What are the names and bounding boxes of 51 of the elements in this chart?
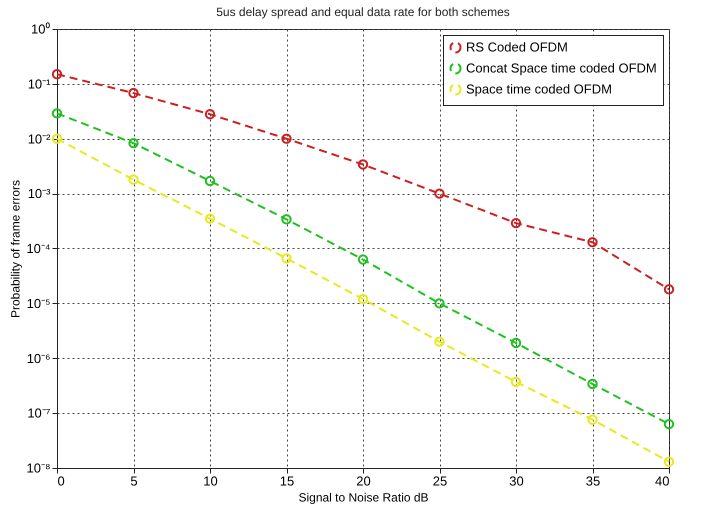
- point: [52, 108, 62, 119]
- point: [587, 378, 598, 390]
- y-tick-label: 10⁻¹: [28, 76, 52, 92]
- point: [128, 174, 139, 185]
- y-axis-title: Probability of frame errors: [8, 180, 22, 318]
- legend-label: RS Coded OFDM: [466, 40, 568, 54]
- point: [434, 188, 445, 199]
- point: [281, 214, 292, 225]
- point: [664, 418, 674, 430]
- y-tick-label: 10⁻⁷: [27, 406, 51, 421]
- x-tick-label: 40: [655, 474, 670, 488]
- y-tick-label: 10⁻⁶: [26, 350, 50, 366]
- point: [664, 456, 674, 467]
- y-tick-label: 10⁻³: [28, 186, 52, 202]
- point: [510, 376, 522, 388]
- y-tick-label: 10⁻²: [28, 131, 52, 146]
- point: [52, 69, 62, 80]
- point: [664, 284, 674, 295]
- point: [587, 414, 598, 425]
- point: [358, 159, 368, 170]
- x-tick-label: 10: [203, 474, 218, 488]
- point: [204, 109, 216, 120]
- point: [204, 176, 216, 186]
- y-tick-label: 10⁻⁸: [26, 460, 50, 476]
- x-tick-label: 15: [280, 474, 294, 488]
- legend-label: Space time coded OFDM: [466, 82, 612, 96]
- point: [587, 237, 598, 248]
- x-tick-label: 0: [58, 474, 65, 488]
- chart-title: 5us delay spread and equal data rate for both schemes: [216, 5, 510, 19]
- x-axis-title: Signal to Noise Ratio dB: [298, 490, 429, 504]
- point: [204, 213, 216, 224]
- x-tick-label: 25: [432, 474, 448, 488]
- point: [128, 88, 139, 98]
- y-tick-label: 10⁰: [31, 22, 50, 36]
- point: [52, 134, 62, 144]
- point: [358, 294, 368, 304]
- x-tick-label: 30: [509, 474, 524, 488]
- y-tick-label: 10⁻⁴: [26, 241, 50, 256]
- point: [510, 218, 522, 228]
- point: [358, 254, 368, 265]
- x-tick-label: 35: [586, 474, 600, 488]
- y-tick-label: 10⁻⁵: [26, 296, 50, 311]
- point: [434, 298, 445, 309]
- point: [281, 134, 292, 144]
- x-tick-label: 5: [130, 474, 138, 488]
- legend-label: Concat Space time coded OFDM: [466, 60, 657, 76]
- point: [434, 336, 445, 347]
- point: [128, 138, 139, 148]
- x-tick-label: 20: [356, 474, 371, 488]
- point: [510, 338, 522, 348]
- point: [281, 253, 292, 264]
